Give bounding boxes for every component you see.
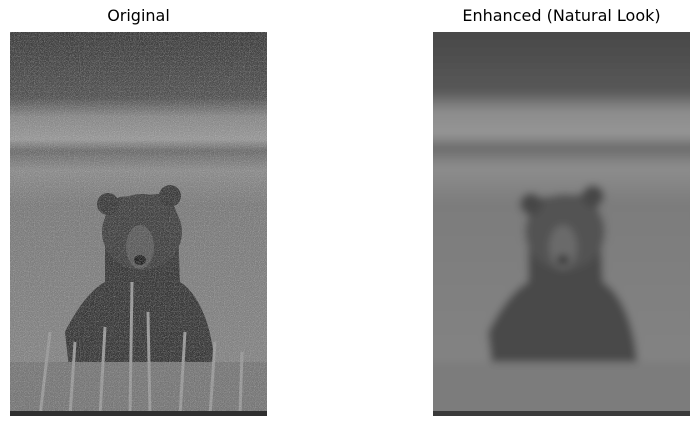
enhanced-title: Enhanced (Natural Look) xyxy=(462,6,661,25)
original-title: Original xyxy=(107,6,170,25)
original-image xyxy=(10,32,267,416)
enhanced-image xyxy=(433,32,690,416)
